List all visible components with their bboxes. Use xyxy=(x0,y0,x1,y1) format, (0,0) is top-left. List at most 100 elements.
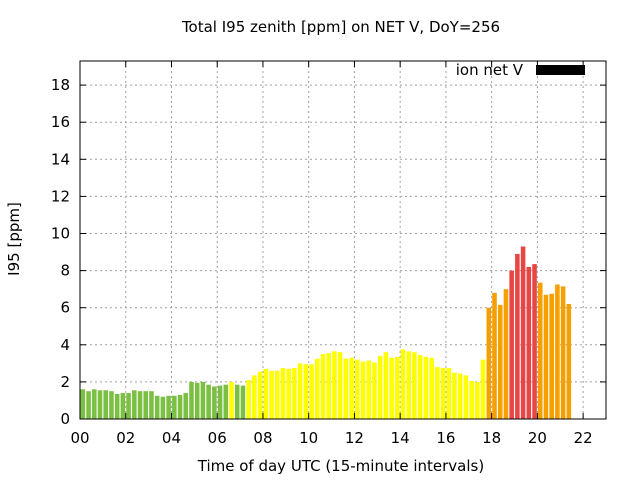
legend: ion net V xyxy=(456,61,585,79)
bar xyxy=(429,357,434,419)
bar xyxy=(400,349,406,419)
x-tick-label: 06 xyxy=(208,429,227,447)
bar xyxy=(189,381,194,419)
bar xyxy=(132,390,137,419)
bar xyxy=(252,375,257,419)
bar xyxy=(532,264,537,419)
bar xyxy=(297,363,303,419)
bar xyxy=(463,375,469,419)
bar xyxy=(223,384,229,419)
bar xyxy=(286,368,291,419)
bar xyxy=(212,386,217,419)
bar xyxy=(406,351,412,419)
bar xyxy=(120,393,126,419)
x-tick-label: 12 xyxy=(345,429,364,447)
bar xyxy=(246,380,251,419)
bar xyxy=(412,352,417,419)
legend-label: ion net V xyxy=(456,61,524,79)
bar xyxy=(103,390,109,419)
bar xyxy=(280,367,286,419)
bar xyxy=(332,351,337,419)
y-tick-label: 16 xyxy=(51,113,70,131)
bar xyxy=(143,391,149,419)
y-axis-label: I95 [ppm] xyxy=(5,202,23,276)
bar xyxy=(274,370,280,419)
bar xyxy=(149,391,154,419)
bar xyxy=(543,294,549,419)
bar xyxy=(194,382,200,419)
y-tick-label: 0 xyxy=(60,410,70,428)
bar xyxy=(154,395,160,419)
x-tick-label: 02 xyxy=(116,429,135,447)
bar xyxy=(520,246,526,419)
y-tick-label: 18 xyxy=(51,76,70,94)
bar xyxy=(97,390,103,419)
bar xyxy=(320,354,326,419)
bar xyxy=(469,380,474,419)
bar xyxy=(560,286,566,419)
bar xyxy=(503,289,509,419)
bar xyxy=(314,358,320,419)
x-tick-label: 00 xyxy=(70,429,89,447)
x-tick-label: 04 xyxy=(162,429,181,447)
bar xyxy=(509,270,514,419)
plot-frame xyxy=(79,60,607,420)
y-tick-label: 14 xyxy=(51,150,70,168)
x-tick-label: 22 xyxy=(574,429,593,447)
bar xyxy=(526,266,532,419)
bar xyxy=(395,356,400,419)
bar xyxy=(114,393,120,419)
bar xyxy=(229,381,234,419)
bar xyxy=(452,372,457,419)
x-tick-label: 20 xyxy=(528,429,547,447)
y-tick-label: 4 xyxy=(60,336,70,354)
bar xyxy=(92,389,97,419)
bar xyxy=(566,303,572,419)
bar xyxy=(360,361,366,419)
bar xyxy=(183,393,189,419)
bar xyxy=(446,367,452,419)
y-tick-label: 2 xyxy=(60,373,70,391)
bar xyxy=(497,304,503,419)
legend-swatch xyxy=(536,65,585,75)
bar xyxy=(80,389,86,419)
y-tick-label: 10 xyxy=(51,225,70,243)
x-tick-label: 14 xyxy=(391,429,410,447)
y-tick-label: 6 xyxy=(60,299,70,317)
bar xyxy=(383,352,389,419)
bar xyxy=(372,362,377,419)
bar xyxy=(200,381,206,419)
bar xyxy=(417,355,423,419)
bar xyxy=(537,282,543,419)
bar xyxy=(492,292,497,419)
bar xyxy=(292,367,297,419)
bar xyxy=(486,307,492,419)
bar xyxy=(217,385,223,419)
chart-title: Total I95 zenith [ppm] on NET V, DoY=256 xyxy=(181,18,500,36)
x-tick-label: 18 xyxy=(482,429,501,447)
bar xyxy=(257,371,263,419)
bar xyxy=(475,381,480,419)
bar xyxy=(457,373,463,419)
bar xyxy=(435,367,440,419)
bar xyxy=(172,395,177,419)
bar-series xyxy=(80,246,572,419)
y-axis-ticks: 0 2 4 6 8 10 12 14 16 18 xyxy=(51,76,606,428)
bar xyxy=(234,384,240,419)
bar xyxy=(309,364,314,419)
bar xyxy=(109,391,114,419)
bar xyxy=(137,391,143,419)
x-axis-ticks: 00 02 04 06 08 10 12 14 16 18 20 22 xyxy=(70,61,593,447)
bar xyxy=(326,353,331,419)
bar xyxy=(343,358,349,419)
bar xyxy=(177,394,183,419)
bar xyxy=(480,359,486,419)
bar xyxy=(86,391,91,419)
bar xyxy=(206,384,211,419)
x-tick-label: 10 xyxy=(299,429,318,447)
bar xyxy=(440,367,446,419)
bar xyxy=(555,284,560,419)
x-tick-label: 16 xyxy=(436,429,455,447)
bar xyxy=(389,357,394,419)
